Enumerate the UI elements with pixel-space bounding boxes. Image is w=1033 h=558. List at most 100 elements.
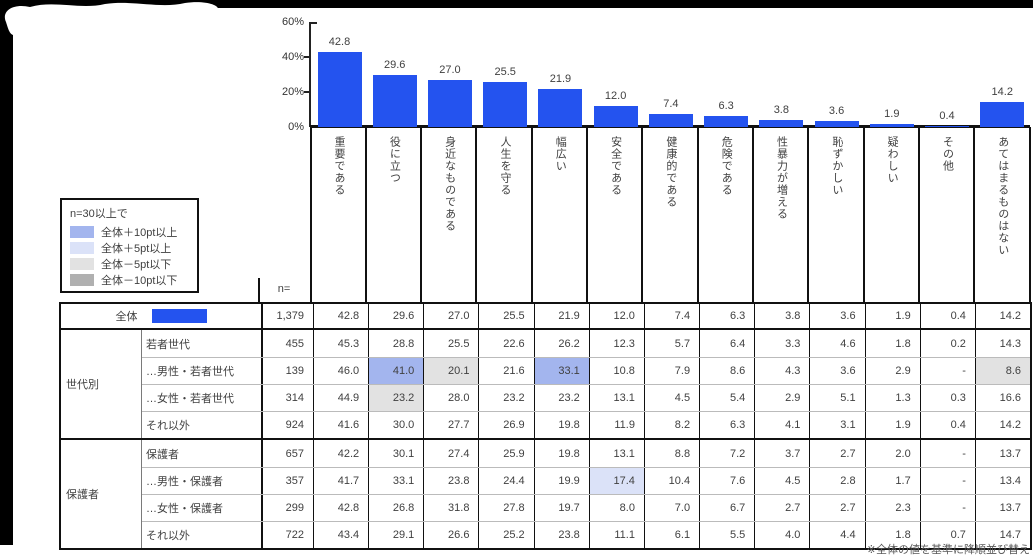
table-value-cell: 1.8	[864, 330, 920, 357]
category-label: 身近なものである	[443, 136, 456, 232]
table-value-cell: 6.3	[699, 304, 754, 328]
bar-chart: 42.8 29.6 27.0 25.5 21.9 12.0 7.4 6.3 3.8 3.6 1.9 0…	[312, 22, 1030, 127]
subgroup-label-cell: …男性・保護者	[146, 476, 223, 488]
y-axis-tick	[304, 91, 310, 93]
bar-value-label: 3.6	[828, 104, 845, 117]
bar-value-label: 0.4	[939, 110, 955, 123]
whiteout-scribble	[4, 2, 233, 36]
n-value-cell: 455	[261, 330, 313, 357]
table-row-total: 全体 1,379 42.8 29.6 27.0 25.5 21.9 12.0 7.4 6.3 3…	[61, 304, 1030, 330]
total-n-cell: 1,379	[261, 304, 313, 328]
table-value-cell: 30.0	[368, 412, 423, 438]
legend-swatch	[70, 274, 94, 286]
table-value-cell: 3.3	[754, 330, 809, 357]
footer-note: ※全体の値を基準に降順並び替え	[866, 544, 1030, 556]
bar-value-label: 3.8	[773, 104, 789, 117]
table-value-cell: -	[919, 495, 975, 521]
table-value-cell: 24.4	[478, 468, 533, 494]
table-value-cell: 0.7	[919, 522, 975, 548]
legend-item: 全体＋10pt以上	[70, 224, 189, 240]
table-value-cell: -	[919, 468, 975, 494]
table-value-cell: 14.2	[974, 412, 1030, 438]
table-value-cell: 19.7	[533, 495, 589, 521]
table-value-cell: 23.2	[533, 385, 589, 411]
category-label: 安全である	[609, 136, 622, 196]
table-row: 保護者 657 42.2 30.1 27.4 25.9 19.8 13.1 8.8 7.2 3.7 2…	[142, 440, 1030, 467]
category-header-cell: 安全である	[586, 127, 641, 302]
table-value-cell: 46.0	[313, 358, 368, 384]
table-value-cell: 6.4	[699, 330, 754, 357]
table-value-cell: 0.2	[919, 330, 975, 357]
table-value-cell: 2.7	[809, 440, 864, 467]
y-axis-tick-label: 0%	[288, 121, 304, 133]
table-value-cell: 7.0	[643, 495, 699, 521]
legend-item: 全体－5pt以下	[70, 256, 189, 272]
bar-value-label: 7.4	[663, 98, 679, 111]
table-value-cell: 1.7	[864, 468, 920, 494]
subgroup-label-cell: それ以外	[146, 530, 190, 542]
category-header-cell: 健康的である	[641, 127, 696, 302]
table-value-cell: 20.1	[423, 358, 479, 384]
legend-swatch	[70, 226, 94, 238]
category-header-cell: その他	[917, 127, 973, 302]
table-value-cell: 2.3	[864, 495, 920, 521]
table-value-cell: 27.7	[423, 412, 478, 438]
subgroup-label-cell: …女性・若者世代	[146, 393, 234, 405]
slide-frame-left	[0, 0, 13, 545]
highlight-legend: n=30以上で 全体＋10pt以上 全体＋5pt以上 全体－5pt以下 全体－10pt…	[60, 198, 199, 293]
table-value-cell: 17.4	[588, 468, 644, 494]
table-value-cell: 41.7	[313, 468, 368, 494]
slide-frame-top	[0, 0, 1033, 8]
bar-value-label: 42.8	[328, 36, 351, 49]
table-value-cell: 26.6	[423, 522, 478, 548]
table-value-cell: 5.7	[643, 330, 699, 357]
y-axis-top-tick	[309, 22, 317, 24]
table-value-cell: 8.6	[974, 358, 1031, 384]
table-value-cell: 8.8	[643, 440, 699, 467]
table-value-cell: 26.2	[533, 330, 589, 357]
legend-swatch	[70, 242, 94, 254]
table-value-cell: 29.6	[368, 304, 423, 328]
table-row: それ以外 722 43.4 29.1 26.6 25.2 23.8 11.1 6.1 5.5 4.0…	[142, 521, 1030, 548]
table-value-cell: 4.5	[754, 468, 809, 494]
legend-swatch	[70, 258, 94, 270]
table-value-cell: 8.6	[699, 358, 754, 384]
table-row: …女性・若者世代 314 44.9 23.2 28.0 23.2 23.2 13.1 4.5 5.…	[142, 384, 1030, 411]
table-value-cell: 8.2	[643, 412, 699, 438]
table-value-cell: 6.1	[643, 522, 699, 548]
table-value-cell: 4.1	[754, 412, 809, 438]
category-label: 恥ずかしい	[830, 136, 843, 196]
table-value-cell: 7.9	[643, 358, 699, 384]
legend-item-label: 全体－10pt以下	[101, 275, 178, 287]
table-value-cell: 2.0	[864, 440, 920, 467]
table-value-cell: 5.5	[699, 522, 754, 548]
n-column-border	[258, 278, 260, 302]
table-value-cell: 0.4	[919, 412, 975, 438]
y-axis-tick-label: 60%	[281, 16, 304, 28]
table-value-cell: 42.8	[313, 495, 368, 521]
table-value-cell: 3.6	[809, 304, 864, 328]
table-value-cell: 11.9	[588, 412, 644, 438]
table-value-cell: 4.0	[754, 522, 809, 548]
y-axis-tick-label: 20%	[281, 86, 304, 98]
table-value-cell: 23.8	[533, 522, 589, 548]
table-value-cell: 21.6	[478, 358, 533, 384]
table-value-cell: 6.3	[699, 412, 754, 438]
table-value-cell: 28.0	[423, 385, 478, 411]
total-series-swatch	[151, 309, 207, 323]
table-value-cell: 3.7	[754, 440, 809, 467]
bar-value-label: 6.3	[718, 99, 734, 112]
bar	[538, 88, 583, 127]
table-value-cell: 28.8	[368, 330, 423, 357]
table-value-cell: 21.9	[533, 304, 589, 328]
table-value-cell: 5.1	[809, 385, 864, 411]
n-column-header: n=	[277, 283, 291, 295]
bar	[814, 120, 859, 127]
category-label: その他	[941, 136, 954, 172]
table-value-cell: 11.1	[588, 522, 644, 548]
table-value-cell: 2.7	[754, 495, 809, 521]
category-header-cell: 恥ずかしい	[807, 127, 862, 302]
table-row: …男性・若者世代 139 46.0 41.0 20.1 21.6 33.1 10.8 7.9 8.…	[142, 357, 1031, 384]
table-value-cell: 2.9	[754, 385, 809, 411]
